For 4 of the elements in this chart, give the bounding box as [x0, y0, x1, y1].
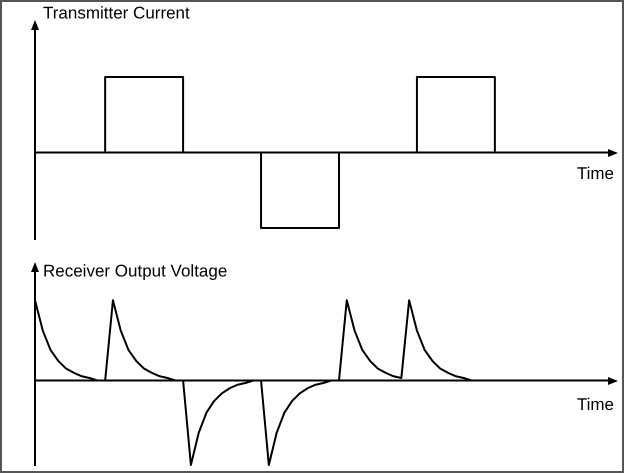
chart-title: Transmitter Current — [43, 4, 190, 23]
chart-title: Receiver Output Voltage — [43, 262, 228, 281]
x-axis-title: Time — [576, 164, 614, 184]
x-axis-title: Time — [576, 395, 614, 414]
